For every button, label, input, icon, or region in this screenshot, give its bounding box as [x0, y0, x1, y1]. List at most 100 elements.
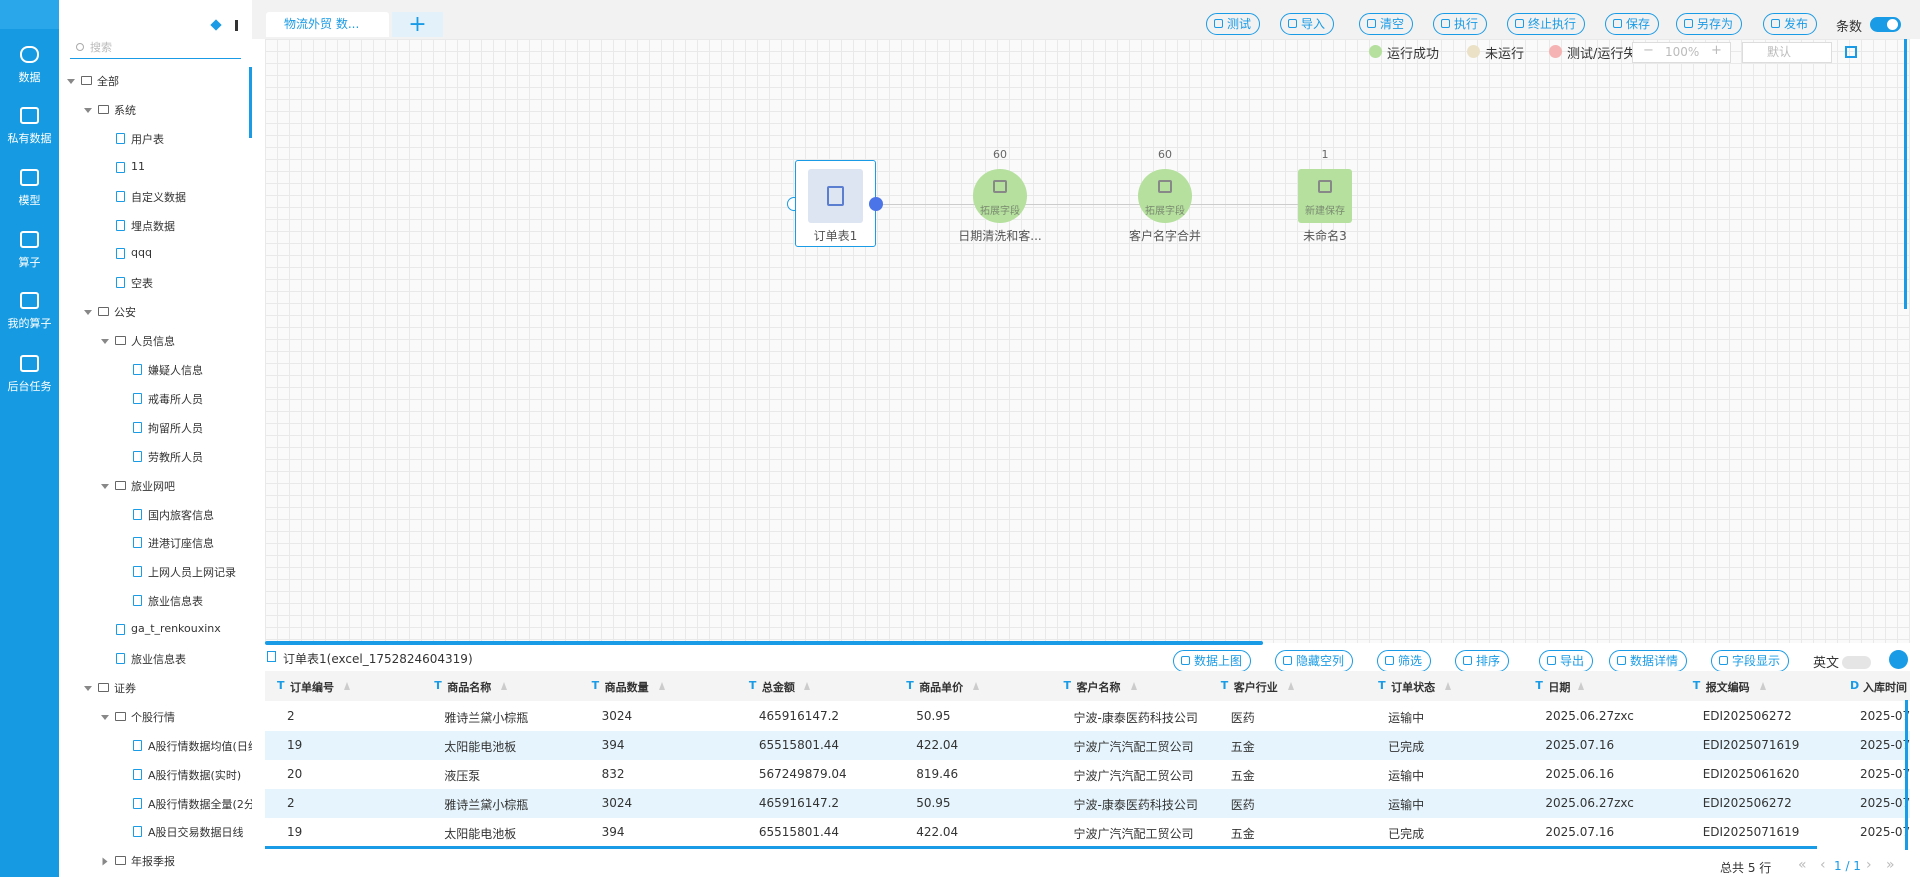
panel-button[interactable]: 数据详情 — [1609, 650, 1688, 672]
tree-item[interactable]: A股行情数据均值(日线 — [148, 739, 252, 753]
toolbar-button[interactable]: 清空 — [1359, 13, 1414, 35]
nav-item[interactable]: 数据 — [18, 71, 41, 84]
close-button[interactable] — [1889, 650, 1908, 669]
table-cell: 运输中 — [1388, 798, 1425, 812]
column-header[interactable]: 订单编号 — [290, 681, 334, 694]
node-circle[interactable] — [1138, 169, 1192, 223]
toolbar-button[interactable]: 测试 — [1206, 13, 1261, 35]
nav-item[interactable]: 我的算子 — [7, 317, 52, 330]
table-cell: 宁波广汽汽配工贸公司 — [1073, 827, 1194, 841]
column-header[interactable]: 日期 — [1548, 681, 1571, 694]
tree-item[interactable]: A股行情数据(实时) — [148, 768, 242, 782]
panel-button[interactable]: 隐藏空列 — [1275, 650, 1354, 672]
column-header[interactable]: 客户名称 — [1076, 681, 1121, 694]
column-type: T — [1535, 679, 1543, 692]
button-label: 另存为 — [1697, 17, 1734, 31]
nav-item[interactable]: 模型 — [18, 194, 41, 207]
panel-button[interactable]: 字段显示 — [1711, 650, 1790, 672]
toolbar-button[interactable]: 导入 — [1280, 13, 1335, 35]
table-row — [265, 760, 1910, 789]
fullscreen-icon[interactable] — [1845, 46, 1857, 58]
column-header[interactable]: 商品名称 — [447, 681, 492, 694]
tree-item[interactable]: 进港订座信息 — [148, 537, 214, 551]
file-icon — [133, 508, 142, 520]
column-header[interactable]: 报文编码 — [1705, 681, 1750, 694]
tree-item[interactable]: 人员信息 — [131, 335, 175, 349]
page-nav[interactable]: ‹ — [1820, 857, 1826, 873]
table-cell: 宁波-康泰医药科技公司 — [1073, 711, 1198, 725]
node-circle[interactable] — [973, 169, 1027, 223]
tree-item[interactable]: 用户表 — [131, 132, 164, 146]
tree-item[interactable]: A股行情数据全量(2分 — [148, 797, 252, 811]
table-cell: 液压泵 — [444, 769, 481, 783]
lang-toggle[interactable] — [1842, 656, 1871, 669]
button-icon — [1617, 656, 1626, 665]
node-action: 新建保存 — [1305, 206, 1345, 217]
tree-item[interactable]: 旅业网吧 — [131, 479, 175, 493]
tree-item[interactable]: 空表 — [131, 277, 153, 291]
tree-item[interactable]: 劳教所人员 — [148, 450, 203, 464]
node-square[interactable] — [1298, 169, 1352, 223]
nav-item[interactable]: 私有数据 — [7, 132, 52, 145]
tree-item[interactable]: A股日交易数据日线 — [148, 826, 244, 840]
tree-item[interactable]: 嫌疑人信息 — [148, 364, 203, 377]
tree-item[interactable]: 系统 — [114, 103, 136, 117]
tree-item[interactable]: qqq — [131, 246, 152, 260]
toolbar-button[interactable]: 保存 — [1605, 13, 1660, 35]
tree-item[interactable]: 公安 — [114, 306, 136, 320]
table-cell: 819.46 — [916, 767, 959, 781]
nav-item[interactable]: 后台任务 — [7, 380, 52, 393]
tree-item[interactable]: 全部 — [97, 75, 119, 88]
flow-canvas: 订单表1 60 拓展字段 日期清洗和客... 60 拓展字段 客户名字合并 1 新建保存 未命名3 — [265, 39, 1910, 643]
zoom-value: 100% — [1665, 45, 1700, 59]
tree-item[interactable]: 11 — [131, 159, 145, 173]
panel-button[interactable]: 数据上图 — [1173, 650, 1252, 672]
folder-icon — [115, 711, 126, 721]
tree-item[interactable]: 国内旅客信息 — [148, 508, 214, 522]
table-cell: 五金 — [1230, 769, 1255, 783]
toolbar-button[interactable]: 终止执行 — [1507, 13, 1586, 35]
nav-item[interactable]: 算子 — [18, 256, 41, 269]
zoom-minus[interactable]: − — [1643, 43, 1654, 58]
tree-item[interactable]: 个股行情 — [131, 710, 175, 724]
tree-item[interactable]: 旅业信息表 — [131, 653, 186, 666]
column-header[interactable]: 总金额 — [761, 681, 795, 694]
tree-search[interactable]: 搜索 — [70, 37, 241, 59]
button-label: 筛选 — [1398, 654, 1423, 668]
button-icon — [1288, 19, 1297, 28]
node-count: 1 — [1321, 148, 1329, 161]
file-icon — [133, 797, 142, 809]
node-label: 订单表1 — [813, 229, 858, 243]
zoom-preset[interactable]: 默认 — [1742, 42, 1832, 63]
toolbar-button[interactable]: 另存为 — [1676, 13, 1743, 35]
zoom-plus[interactable]: + — [1711, 43, 1722, 58]
column-header[interactable]: 客户行业 — [1233, 681, 1278, 694]
tree-item[interactable]: 拘留所人员 — [148, 421, 203, 435]
add-tab[interactable]: + — [392, 12, 443, 37]
button-icon — [1613, 19, 1622, 28]
table-cell: 2 — [287, 796, 295, 810]
nav-icon — [20, 292, 39, 309]
panel-button[interactable]: 导出 — [1539, 650, 1594, 672]
toolbar-button[interactable]: 发布 — [1763, 13, 1818, 35]
page-nav[interactable]: › — [1866, 857, 1872, 873]
tree-item[interactable]: 埋点数据 — [131, 219, 175, 233]
tree-item[interactable]: 证券 — [114, 681, 136, 695]
toolbar-button[interactable]: 执行 — [1433, 13, 1488, 35]
column-header[interactable]: 商品单价 — [919, 681, 964, 694]
tree-item[interactable]: 戒毒所人员 — [148, 392, 203, 406]
column-header[interactable]: 入库时间 — [1863, 681, 1907, 694]
tree-item[interactable]: 年报季报 — [131, 855, 175, 869]
tab[interactable]: 物流外贸 数... — [266, 12, 389, 37]
page-nav[interactable]: « — [1798, 857, 1807, 873]
collapse-icon[interactable] — [235, 20, 238, 31]
panel-button[interactable]: 排序 — [1455, 650, 1510, 672]
tree-item[interactable]: 自定义数据 — [131, 190, 186, 204]
tree-item[interactable]: ga_t_renkouxinx — [131, 622, 221, 636]
tree-item[interactable]: 旅业信息表 — [148, 595, 203, 609]
tree-item[interactable]: 上网人员上网记录 — [148, 566, 236, 580]
panel-button[interactable]: 筛选 — [1377, 650, 1432, 672]
column-header[interactable]: 订单状态 — [1391, 681, 1436, 694]
column-header[interactable]: 商品数量 — [604, 681, 649, 694]
page-nav[interactable]: » — [1886, 857, 1895, 873]
